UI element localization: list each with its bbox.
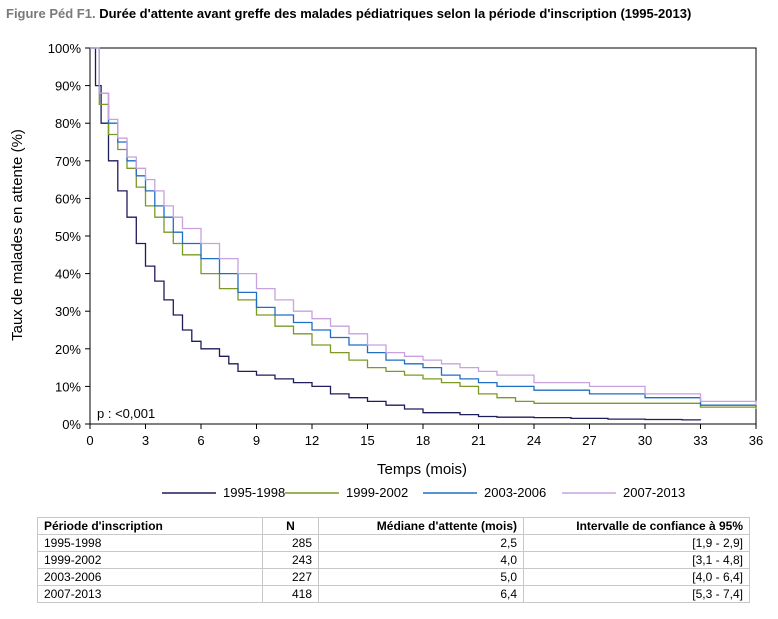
x-tick-label: 30 [638, 433, 652, 448]
header-intervalle: Intervalle de confiance à 95% [523, 517, 750, 535]
cell-n: 418 [262, 585, 319, 603]
y-tick-label: 80% [55, 116, 81, 131]
legend-label-2007-2013: 2007-2013 [623, 485, 685, 500]
cell-intervalle: [4,0 - 6,4] [523, 568, 750, 586]
series-lines [90, 47, 757, 421]
y-tick-label: 90% [55, 79, 81, 94]
y-axis-label-group: Taux de malades en attente (%) [9, 129, 26, 341]
axes: 0%10%20%30%40%50%60%70%80%90%100%0 3 6 9 12 1… [48, 41, 763, 448]
y-tick-label: 70% [55, 154, 81, 169]
x-axis-label: Temps (mois) [377, 461, 467, 478]
header-n: N [262, 517, 319, 535]
figure-title: Figure Péd F1. Durée d'attente avant gre… [6, 6, 691, 21]
x-tick-label: 0 [86, 433, 93, 448]
header-mediane: Médiane d'attente (mois) [318, 517, 524, 535]
y-tick-label: 20% [55, 342, 81, 357]
series-line-2007-2013 [90, 47, 757, 406]
cell-mediane: 4,0 [318, 551, 524, 569]
x-tick-label: 12 [305, 433, 319, 448]
x-tick-label: 9 [253, 433, 260, 448]
cell-mediane: 5,0 [318, 568, 524, 586]
cell-periode: 2007-2013 [37, 585, 263, 603]
legend-label-2003-2006: 2003-2006 [484, 485, 546, 500]
table-row: 2007-2013 418 6,4 [5,3 - 7,4] [37, 585, 750, 603]
survival-chart: 0%10%20%30%40%50%60%70%80%90%100%0 3 6 9 12 1… [9, 41, 763, 500]
x-tick-label: 33 [693, 433, 707, 448]
x-tick-label: 36 [749, 433, 763, 448]
stats-table: Période d'inscription N Médiane d'attent… [37, 517, 750, 603]
x-tick-label: 6 [197, 433, 204, 448]
cell-periode: 2003-2006 [37, 568, 263, 586]
series-line-1995-1998 [90, 47, 702, 421]
cell-periode: 1999-2002 [37, 551, 263, 569]
y-tick-label: 10% [55, 379, 81, 394]
cell-mediane: 6,4 [318, 585, 524, 603]
table-row: 1999-2002 243 4,0 [3,1 - 4,8] [37, 551, 750, 569]
cell-n: 227 [262, 568, 319, 586]
y-tick-label: 50% [55, 229, 81, 244]
y-axis-label: Taux de malades en attente (%) [9, 129, 26, 341]
figure-title-prefix: Figure Péd F1. [6, 6, 96, 21]
x-tick-label: 3 [142, 433, 149, 448]
legend-label-1995-1998: 1995-1998 [223, 485, 285, 500]
header-periode: Période d'inscription [37, 517, 263, 535]
p-value-annotation: p : <0,001 [97, 406, 155, 421]
x-tick-label: 21 [471, 433, 485, 448]
x-tick-label: 15 [360, 433, 374, 448]
legend-label-1999-2002: 1999-2002 [346, 485, 408, 500]
y-tick-label: 0% [62, 417, 81, 432]
cell-n: 243 [262, 551, 319, 569]
y-tick-label: 100% [48, 41, 82, 56]
cell-intervalle: [3,1 - 4,8] [523, 551, 750, 569]
x-tick-label: 24 [527, 433, 541, 448]
y-tick-label: 30% [55, 304, 81, 319]
cell-n: 285 [262, 534, 319, 552]
table-header-row: Période d'inscription N Médiane d'attent… [37, 517, 750, 535]
series-line-1999-2002 [90, 47, 757, 409]
y-tick-label: 60% [55, 191, 81, 206]
cell-periode: 1995-1998 [37, 534, 263, 552]
table-row: 2003-2006 227 5,0 [4,0 - 6,4] [37, 568, 750, 586]
table-row: 1995-1998 285 2,5 [1,9 - 2,9] [37, 534, 750, 552]
figure-title-main: Durée d'attente avant greffe des malades… [99, 6, 692, 21]
cell-intervalle: [1,9 - 2,9] [523, 534, 750, 552]
y-tick-label: 40% [55, 267, 81, 282]
series-line-2003-2006 [90, 47, 756, 406]
legend: 1995-1998 1999-2002 2003-2006 2007-2013 [162, 485, 685, 500]
x-tick-label: 27 [582, 433, 596, 448]
cell-mediane: 2,5 [318, 534, 524, 552]
x-tick-label: 18 [416, 433, 430, 448]
cell-intervalle: [5,3 - 7,4] [523, 585, 750, 603]
